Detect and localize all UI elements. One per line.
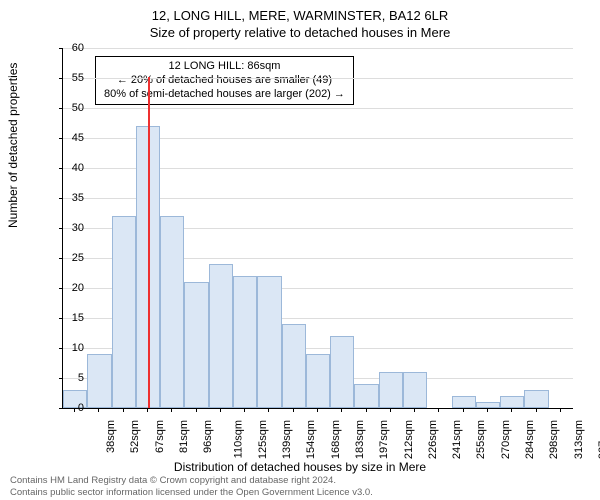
x-tick-label: 125sqm: [257, 420, 269, 459]
chart-title-block: 12, LONG HILL, MERE, WARMINSTER, BA12 6L…: [0, 0, 600, 42]
copyright-line-2: Contains public sector information licen…: [10, 487, 373, 498]
y-tick-label: 45: [56, 132, 84, 144]
x-tick-mark: [123, 408, 124, 412]
x-tick-label: 139sqm: [281, 420, 293, 459]
x-tick-mark: [414, 408, 415, 412]
x-tick-label: 96sqm: [202, 420, 214, 453]
y-tick-label: 10: [56, 342, 84, 354]
histogram-bar: [233, 276, 257, 408]
y-tick-label: 40: [56, 162, 84, 174]
y-tick-label: 50: [56, 102, 84, 114]
histogram-bar: [403, 372, 427, 408]
y-tick-label: 5: [56, 372, 84, 384]
histogram-bar: [354, 384, 378, 408]
y-tick-label: 15: [56, 312, 84, 324]
x-tick-mark: [341, 408, 342, 412]
x-tick-label: 154sqm: [306, 420, 318, 459]
x-tick-mark: [366, 408, 367, 412]
gridline: [63, 108, 573, 109]
x-ticks-layer: 38sqm 52sqm 67sqm 81sqm 96sqm 110sqm 125sqm 139…: [62, 408, 572, 458]
histogram-bar: [87, 354, 111, 408]
histogram-bar: [112, 216, 136, 408]
histogram-bar: [306, 354, 330, 408]
x-tick-label: 110sqm: [232, 420, 244, 458]
x-tick-mark: [98, 408, 99, 412]
x-tick-mark: [196, 408, 197, 412]
x-tick-label: 313sqm: [573, 420, 585, 459]
x-tick-mark: [220, 408, 221, 412]
reference-marker: [148, 77, 150, 408]
histogram-bar: [282, 324, 306, 408]
annotation-line-2: ← 20% of detached houses are smaller (49…: [104, 74, 345, 88]
x-tick-label: 226sqm: [427, 420, 439, 459]
plot-area: 12 LONG HILL: 86sqm ← 20% of detached ho…: [62, 48, 573, 409]
x-tick-label: 255sqm: [476, 420, 488, 459]
x-tick-label: 67sqm: [154, 420, 166, 453]
title-line-1: 12, LONG HILL, MERE, WARMINSTER, BA12 6L…: [0, 8, 600, 25]
x-axis-label: Distribution of detached houses by size …: [0, 460, 600, 474]
y-axis-label: Number of detached properties: [6, 63, 20, 228]
y-tick-label: 30: [56, 222, 84, 234]
histogram-bar: [500, 396, 524, 408]
copyright-notice: Contains HM Land Registry data © Crown c…: [10, 475, 373, 498]
x-tick-mark: [536, 408, 537, 412]
x-tick-label: 212sqm: [403, 420, 415, 459]
annotation-line-3: 80% of semi-detached houses are larger (…: [104, 88, 345, 102]
annotation-box: 12 LONG HILL: 86sqm ← 20% of detached ho…: [95, 56, 354, 105]
histogram-bar: [209, 264, 233, 408]
x-tick-label: 38sqm: [105, 420, 117, 453]
x-tick-label: 270sqm: [500, 420, 512, 459]
x-tick-mark: [317, 408, 318, 412]
x-tick-mark: [390, 408, 391, 412]
histogram-bar: [257, 276, 281, 408]
y-tick-label: 20: [56, 282, 84, 294]
x-tick-mark: [487, 408, 488, 412]
x-tick-mark: [171, 408, 172, 412]
x-tick-label: 284sqm: [524, 420, 536, 459]
copyright-line-1: Contains HM Land Registry data © Crown c…: [10, 475, 373, 486]
y-tick-label: 60: [56, 42, 84, 54]
x-tick-label: 197sqm: [378, 420, 390, 459]
annotation-line-1: 12 LONG HILL: 86sqm: [104, 60, 345, 74]
y-tick-label: 0: [56, 402, 84, 414]
x-tick-label: 168sqm: [330, 420, 342, 459]
x-tick-mark: [438, 408, 439, 412]
title-line-2: Size of property relative to detached ho…: [0, 25, 600, 42]
x-tick-mark: [511, 408, 512, 412]
histogram-bar: [379, 372, 403, 408]
gridline: [63, 48, 573, 49]
x-tick-mark: [268, 408, 269, 412]
y-tick-label: 35: [56, 192, 84, 204]
histogram-bar: [452, 396, 476, 408]
x-tick-mark: [244, 408, 245, 412]
x-tick-mark: [147, 408, 148, 412]
histogram-bar: [160, 216, 184, 408]
gridline: [63, 78, 573, 79]
x-tick-label: 241sqm: [451, 420, 463, 459]
y-tick-label: 55: [56, 72, 84, 84]
x-tick-mark: [463, 408, 464, 412]
histogram-bar: [330, 336, 354, 408]
x-tick-mark: [560, 408, 561, 412]
x-tick-label: 81sqm: [178, 420, 190, 453]
x-tick-mark: [293, 408, 294, 412]
x-tick-label: 183sqm: [354, 420, 366, 459]
histogram-bar: [184, 282, 208, 408]
x-tick-label: 52sqm: [129, 420, 141, 453]
y-tick-label: 25: [56, 252, 84, 264]
x-tick-label: 298sqm: [548, 420, 560, 459]
histogram-bar: [524, 390, 548, 408]
